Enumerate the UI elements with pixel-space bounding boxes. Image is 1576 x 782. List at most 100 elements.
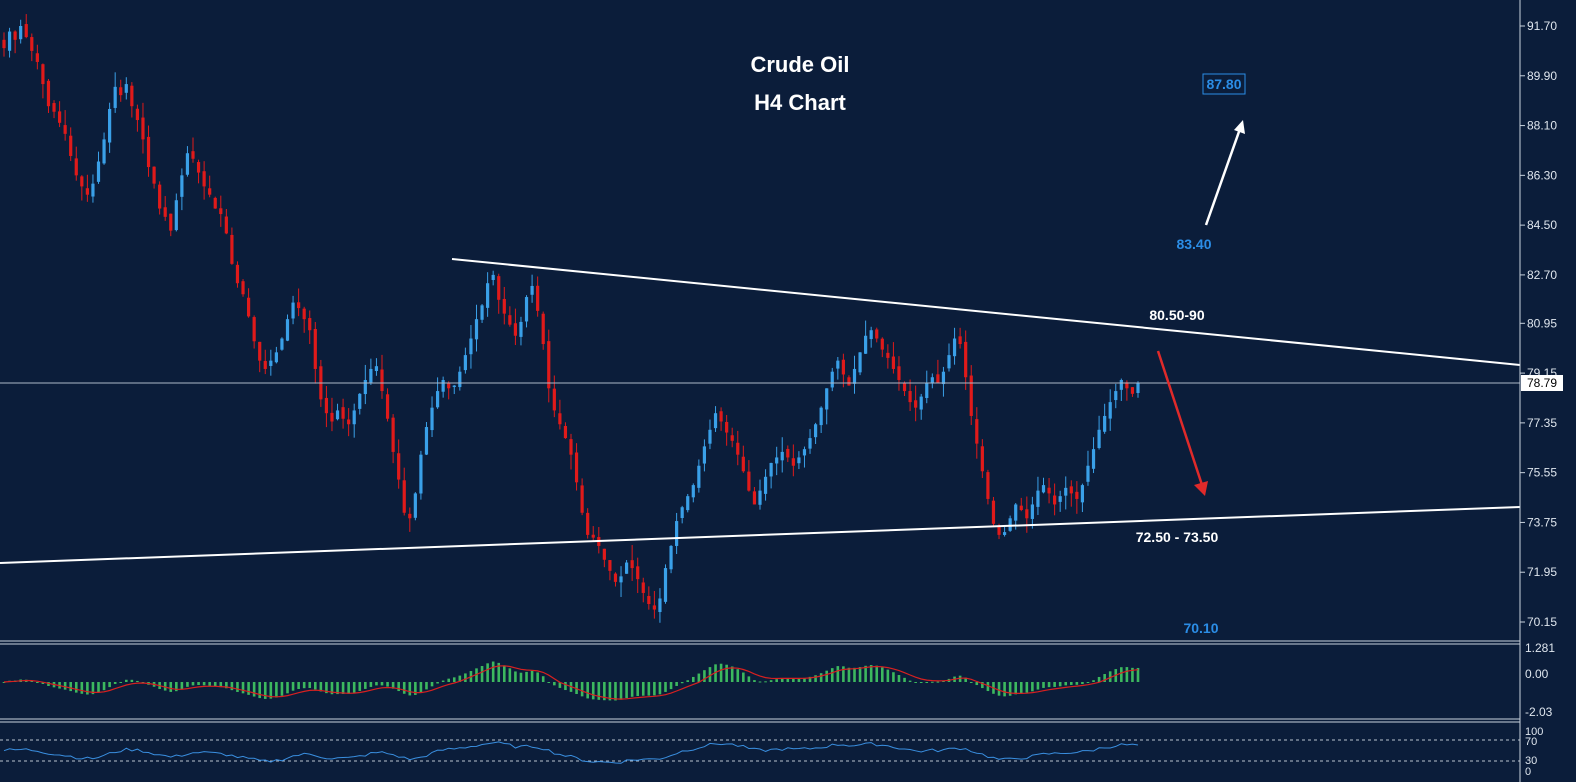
axis-tick-label: 82.70: [1527, 268, 1557, 282]
histogram-bar: [130, 679, 134, 682]
axis-tick-label: 73.75: [1527, 515, 1557, 529]
histogram-bar: [380, 682, 384, 686]
histogram-bar: [736, 669, 740, 682]
histogram-bar: [836, 666, 840, 682]
oscillator-tick-label: 30: [1525, 755, 1537, 767]
candle-body: [641, 582, 645, 593]
histogram-bar: [1008, 682, 1012, 696]
candle-body: [919, 396, 923, 410]
histogram-bar: [919, 682, 923, 683]
candle-body: [569, 439, 573, 455]
histogram-bar: [1103, 674, 1106, 682]
candle-body: [352, 410, 356, 425]
candle-body: [374, 366, 379, 372]
candle-body: [1075, 491, 1079, 499]
candle-body: [563, 425, 568, 439]
down-arrow: [1156, 350, 1205, 489]
histogram-bar: [91, 682, 95, 695]
candle-body: [447, 383, 451, 389]
axis-tick-label: 77.35: [1527, 416, 1557, 430]
histogram-bar: [986, 682, 990, 692]
histogram-bar: [41, 682, 45, 684]
axis-tick-label: 89.90: [1527, 69, 1557, 83]
candle-body: [1119, 380, 1123, 390]
histogram-bar: [686, 680, 690, 682]
chart-subtitle: H4 Chart: [754, 90, 846, 115]
histogram-bar: [530, 670, 534, 682]
histogram-bar: [219, 682, 223, 688]
candle-body: [725, 421, 729, 433]
candle-body: [813, 424, 818, 438]
candle-body: [536, 285, 540, 311]
candle-body: [652, 605, 656, 610]
histogram-bar: [386, 682, 389, 687]
candle-body: [102, 139, 106, 164]
candle-body: [880, 338, 884, 350]
candle-body: [235, 264, 240, 284]
histogram-bar: [597, 682, 601, 700]
histogram-bar: [908, 680, 912, 682]
histogram-tick-label: 1.281: [1525, 641, 1555, 655]
histogram-bar: [575, 682, 578, 695]
histogram-bar: [1092, 680, 1095, 682]
histogram-bar: [1003, 682, 1006, 697]
support-label: 72.50 - 73.50: [1136, 529, 1219, 545]
histogram-bar: [519, 672, 523, 682]
up-arrow: [1204, 125, 1243, 226]
candle-body: [135, 108, 140, 121]
candle-body: [469, 338, 473, 355]
histogram-bar: [708, 667, 712, 682]
candle-body: [1125, 382, 1129, 389]
axis-tick-label: 88.10: [1527, 119, 1557, 133]
histogram-bar: [358, 682, 362, 691]
histogram-bar: [47, 682, 50, 686]
candle-body: [886, 352, 890, 358]
histogram-bar: [1025, 682, 1029, 693]
histogram-bar: [886, 669, 890, 682]
candle-body: [964, 341, 968, 378]
axis-tick-label: 70.15: [1527, 615, 1557, 629]
histogram-bar: [1136, 667, 1140, 682]
candle-body: [991, 500, 996, 524]
candle-body: [914, 400, 918, 408]
axis-tick-label: 84.50: [1527, 218, 1557, 232]
candle-body: [1030, 504, 1034, 519]
candle-body: [602, 548, 606, 560]
down-arrow-head: [1194, 481, 1208, 496]
candle-body: [474, 319, 479, 340]
histogram-bar: [719, 663, 723, 682]
histogram-bar: [619, 682, 623, 700]
histogram-bar: [2, 682, 6, 683]
candle-body: [591, 534, 595, 538]
histogram-bar: [297, 682, 300, 689]
histogram-bar: [1058, 682, 1062, 687]
price-axis: 91.7089.9088.1086.3084.5082.7080.9579.15…: [1519, 0, 1563, 782]
histogram-bar: [74, 682, 78, 693]
histogram-bar: [997, 682, 1001, 696]
histogram-bar: [230, 682, 234, 691]
histogram-bar: [608, 682, 612, 701]
histogram-bar: [97, 682, 100, 693]
histogram-bar: [502, 665, 506, 682]
candle-body: [758, 490, 762, 505]
candle-body: [558, 413, 562, 425]
histogram-tick-label: -2.03: [1525, 705, 1553, 719]
histogram-bar: [191, 682, 195, 686]
histogram-bar: [124, 679, 128, 682]
histogram-bar: [497, 662, 501, 682]
histogram-bar: [430, 682, 434, 687]
candle-body: [736, 442, 740, 455]
candle-body: [1114, 391, 1118, 401]
histogram-bar: [819, 673, 823, 682]
candle-body: [441, 380, 445, 392]
histogram-bar: [308, 682, 312, 689]
candle-body: [385, 394, 390, 419]
histogram-bar: [1108, 671, 1112, 682]
histogram-bar: [197, 682, 200, 686]
histogram-bar: [419, 682, 423, 693]
histogram-bar: [1019, 682, 1023, 694]
histogram-bar: [858, 667, 862, 682]
candle-body: [113, 86, 117, 108]
histogram-bar: [247, 682, 250, 695]
